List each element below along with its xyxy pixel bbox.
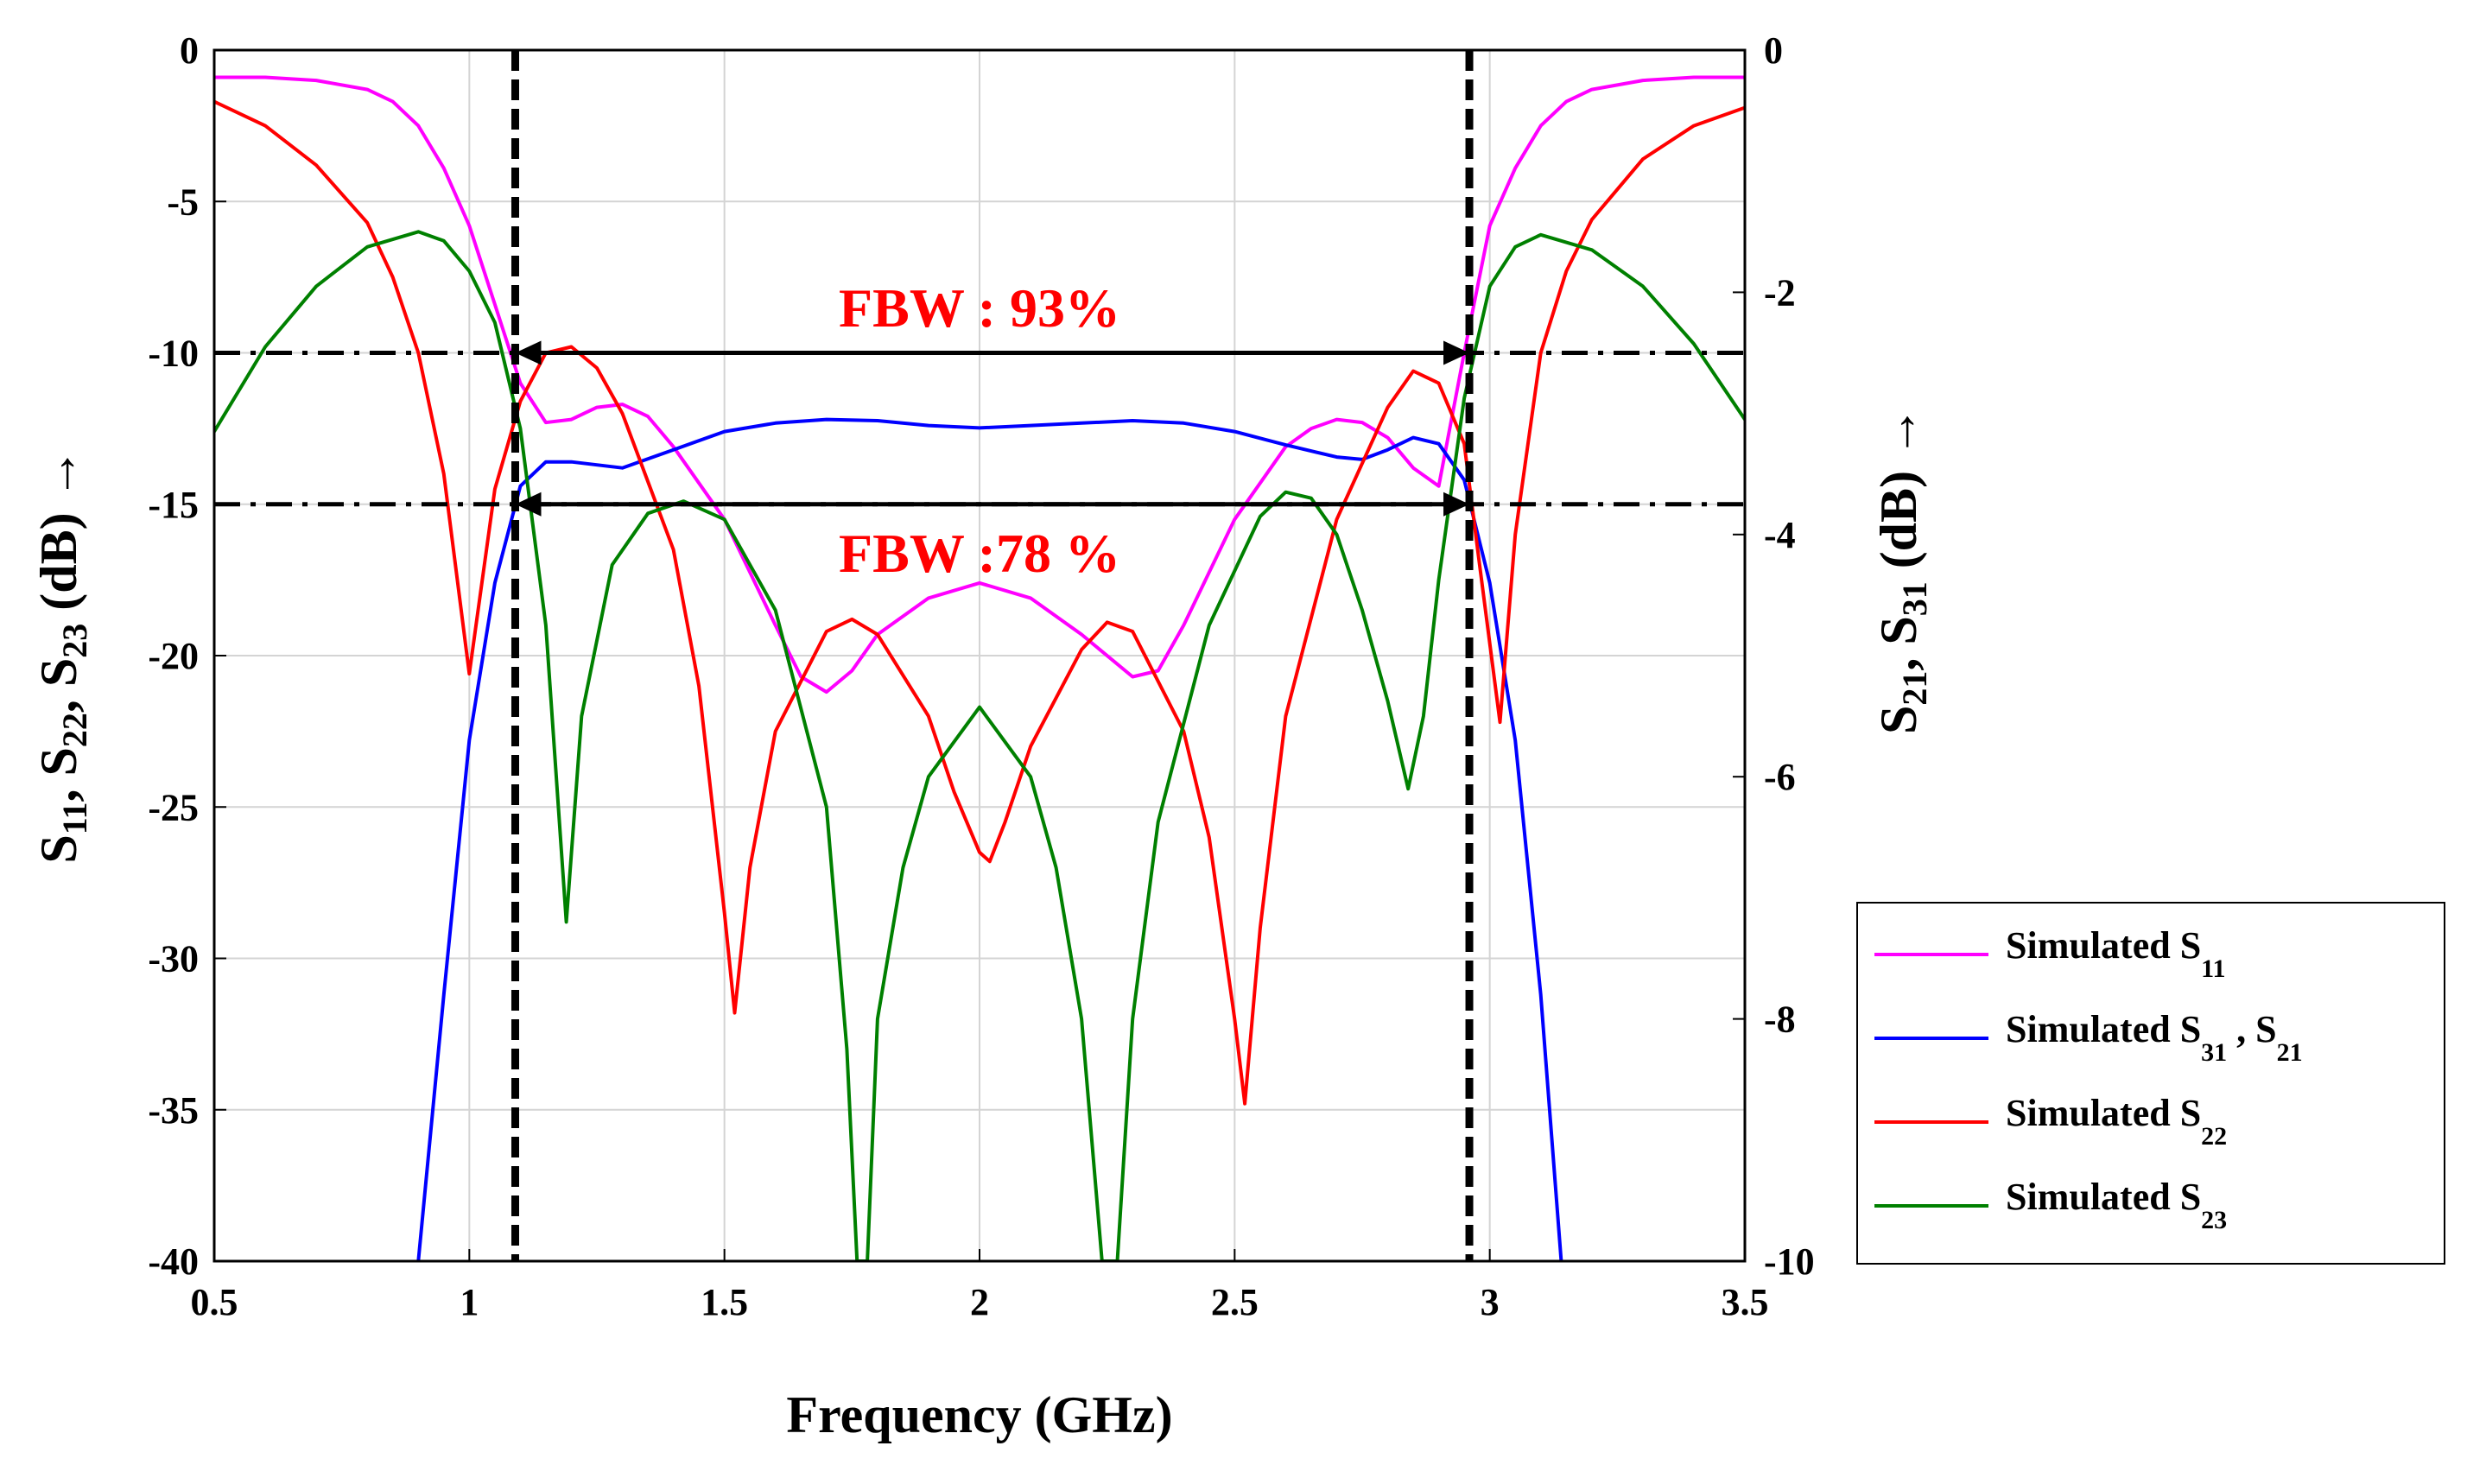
legend-label: Simulated S23 [2006,1176,2227,1234]
y-left-tick-label: 0 [180,29,199,72]
legend-text-part: Simulated S [2006,1092,2201,1134]
axis-title-subscript: 11 [55,802,94,834]
legend-text-part: , S [2227,1008,2276,1050]
x-tick-label: 3.5 [1722,1281,1769,1323]
y-left-tick-label: -40 [148,1240,199,1283]
tick-labels: 0.5 1 1.5 2 2.5 3 3.5 0 -5 -10 -15 -20 -25 -30 -35 -40 0… [148,29,1814,1323]
y-left-tick-label: -25 [148,786,199,828]
y-left-tick-label: -30 [148,938,199,980]
y-left-tick-label: -35 [148,1089,199,1132]
y-right-tick-label: -6 [1764,756,1796,798]
legend-subscript: 22 [2201,1122,2227,1151]
axis-title-part: S [30,834,87,863]
legend-label: Simulated S31 , S21 [2006,1008,2303,1067]
y-right-tick-label: -8 [1764,999,1796,1041]
y-left-tick-label: -5 [167,181,199,223]
legend-label: Simulated S22 [2006,1092,2227,1151]
x-tick-label: 0.5 [191,1281,238,1323]
legend-box [1856,902,2445,1265]
x-axis-title: Frequency (GHz) [786,1386,1172,1443]
axis-title-part: , S [30,658,87,713]
axis-title-subscript: 31 [1895,581,1934,616]
series-line [416,417,1563,1261]
axis-title-subscript: 23 [55,624,94,658]
grid [214,50,1745,1261]
y-axis-left-title: S11, S22, S23 (dB) → [30,447,94,863]
legend-subscript: 21 [2277,1038,2303,1067]
y-right-tick-label: -2 [1764,271,1796,314]
axis-title-part: S [1870,706,1927,734]
annotation-arrowhead-right [1443,340,1470,365]
legend-subscript: 23 [2201,1206,2227,1234]
annotation-arrowhead-left [515,340,542,365]
legend-text-part: Simulated S [2006,1176,2201,1218]
legend-label: Simulated S11 [2006,924,2226,983]
x-tick-label: 1 [460,1281,479,1323]
legend-text-part: Simulated S [2006,924,2201,967]
annotation-label: FBW : 93% [839,277,1120,339]
annotation-arrowhead-left [515,491,542,517]
x-tick-label: 2 [970,1281,989,1323]
legend-subscript: 31 [2201,1038,2227,1067]
series-line [214,230,1745,1261]
annotation-label: FBW :78 % [839,523,1120,584]
y-left-tick-label: -15 [148,484,199,526]
x-tick-label: 2.5 [1211,1281,1259,1323]
y-right-tick-label: -4 [1764,514,1796,556]
y-left-tick-label: -20 [148,635,199,677]
annotation-arrowhead-right [1443,491,1470,517]
axis-title-part: (dB) → [1870,406,1927,581]
axis-title-subscript: 21 [1895,671,1934,706]
annotations: FBW : 93% FBW :78 % [515,277,1470,584]
series-line [214,75,1745,694]
axis-title-subscript: 22 [55,713,94,747]
x-tick-label: 3 [1481,1281,1500,1323]
axis-title-part: , S [30,747,87,802]
y-right-tick-label: 0 [1764,29,1783,72]
x-tick-label: 1.5 [701,1281,748,1323]
axis-title-part: , S [1870,616,1927,670]
axis-title-part: (dB) → [30,447,87,623]
y-right-tick-label: -10 [1764,1240,1815,1283]
legend-subscript: 11 [2201,954,2225,983]
y-left-tick-label: -10 [148,333,199,375]
y-axis-right-title: S21, S31 (dB) → [1870,406,1934,734]
legend-text-part: Simulated S [2006,1008,2201,1050]
